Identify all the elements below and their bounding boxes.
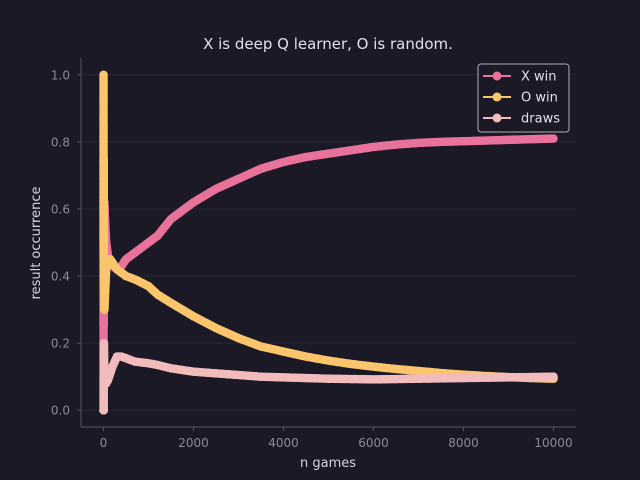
data-point-draws-259 bbox=[549, 372, 558, 381]
ticks: 0.0 0.2 0.4 0.6 0.8 1.0 0 2000 4000 6000 8000 10000 bbox=[51, 68, 573, 450]
x-tick-label-5: 10000 bbox=[534, 436, 572, 450]
y-tick-label-4: 0.8 bbox=[51, 135, 70, 149]
x-tick-label-4: 8000 bbox=[448, 436, 479, 450]
y-tick-label-2: 0.4 bbox=[51, 270, 70, 284]
y-tick-label-3: 0.6 bbox=[51, 202, 70, 216]
series-o-win bbox=[99, 70, 558, 383]
x-tick-label-3: 6000 bbox=[358, 436, 389, 450]
axes bbox=[80, 58, 576, 428]
legend-marker-draws bbox=[492, 113, 502, 123]
y-tick-label-1: 0.2 bbox=[51, 337, 70, 351]
legend-entry-o-win: O win bbox=[483, 91, 558, 106]
x-tick-label-0: 0 bbox=[100, 436, 108, 450]
legend-marker-x-win bbox=[492, 71, 502, 81]
legend-entry-x-win: X win bbox=[483, 70, 557, 85]
legend: X win O win draws bbox=[477, 63, 570, 133]
x-tick-label-2: 4000 bbox=[268, 436, 299, 450]
legend-label-draws: draws bbox=[521, 112, 560, 127]
data-point-x-win-390 bbox=[549, 134, 558, 143]
chart-title: X is deep Q learner, O is random. bbox=[203, 35, 453, 53]
y-tick-label-5: 1.0 bbox=[51, 68, 70, 82]
series-layer bbox=[99, 70, 558, 415]
legend-label-x-win: X win bbox=[521, 70, 557, 85]
legend-marker-o-win bbox=[492, 92, 502, 102]
y-tick-label-0: 0.0 bbox=[51, 404, 70, 418]
y-axis-label: result occurrence bbox=[29, 187, 44, 300]
x-axis-label: n games bbox=[300, 456, 356, 471]
legend-entry-draws: draws bbox=[483, 112, 560, 127]
series-draws bbox=[99, 338, 558, 415]
x-tick-label-1: 2000 bbox=[178, 436, 209, 450]
legend-label-o-win: O win bbox=[521, 91, 558, 106]
legend-box bbox=[477, 63, 570, 133]
